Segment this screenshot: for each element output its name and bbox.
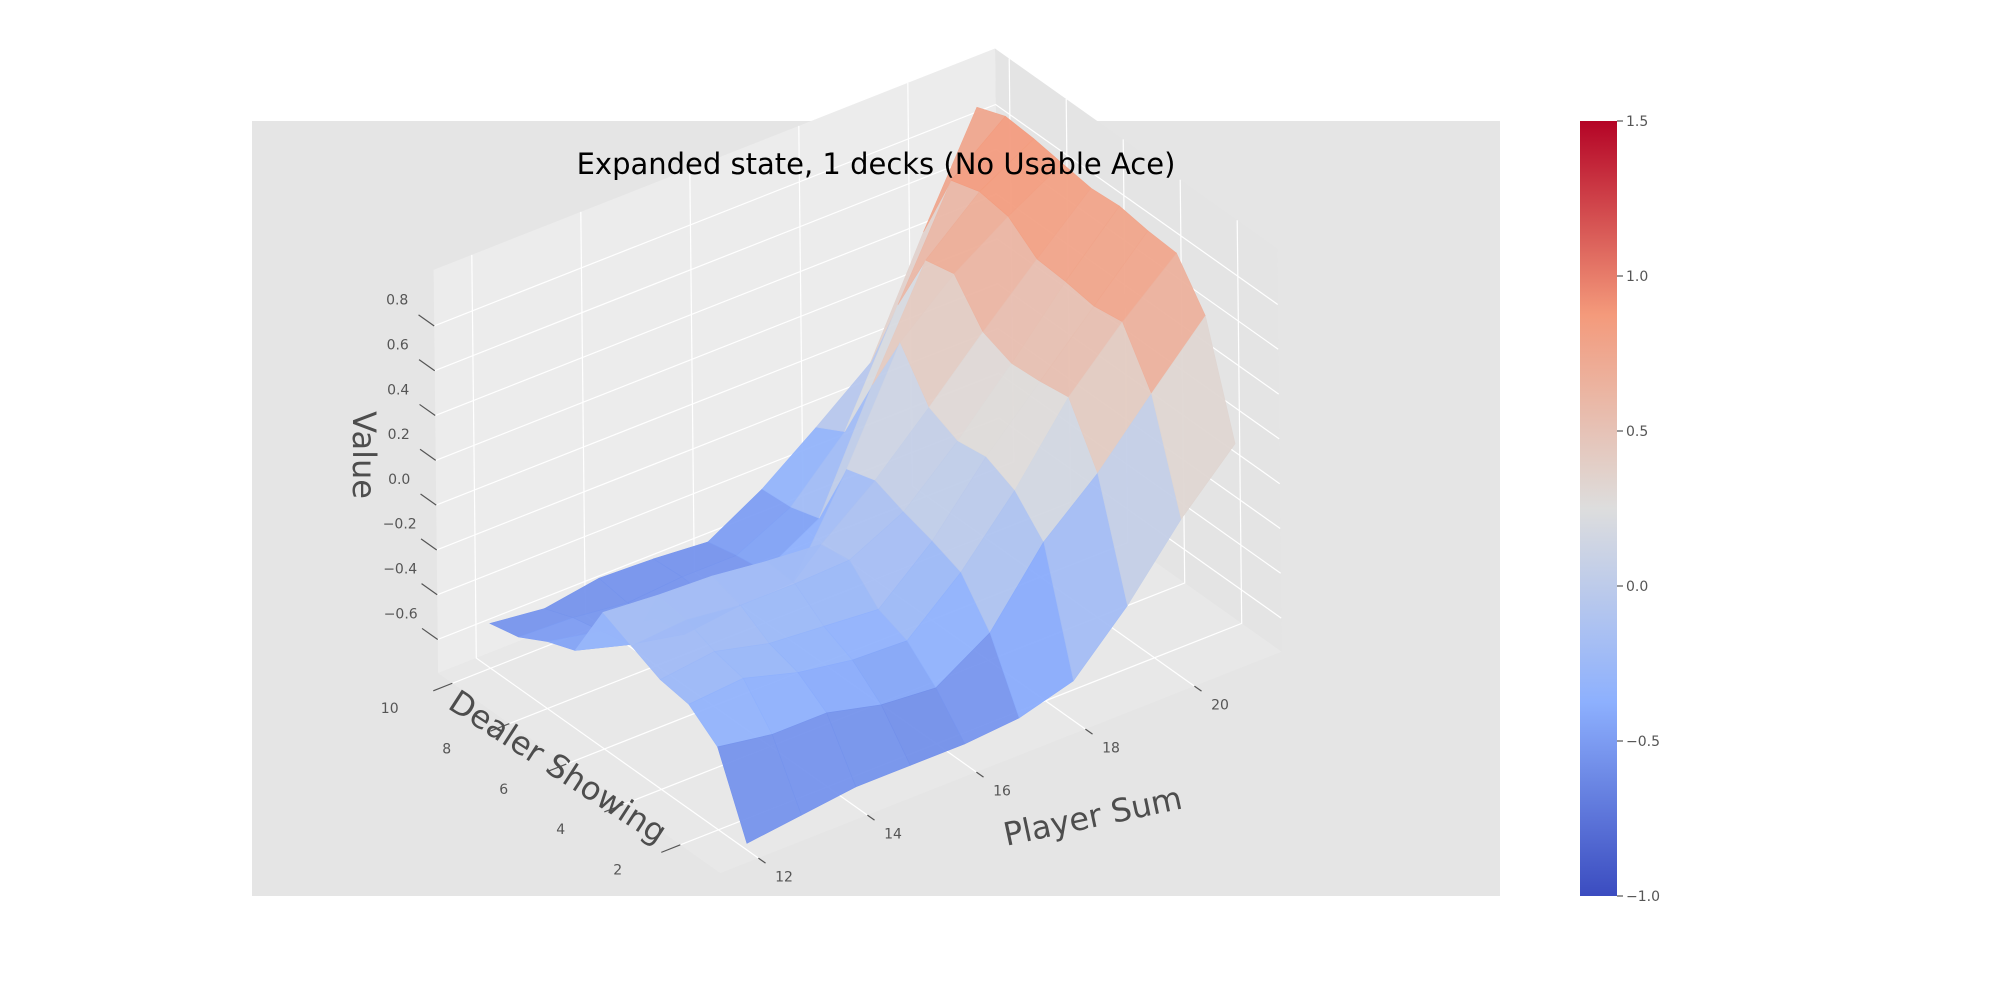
x-tick-label: 16 <box>993 783 1011 799</box>
z-tick-label: 0.8 <box>386 293 408 309</box>
x-tick-mark <box>1194 685 1202 692</box>
z-tick-label: −0.4 <box>383 562 417 578</box>
z-tick-label: 0.2 <box>388 427 410 443</box>
z-tick-label: 0.6 <box>387 338 409 354</box>
x-tick-mark <box>1085 728 1093 735</box>
value-surface <box>489 106 1236 844</box>
z-axis-label: Value <box>345 411 383 499</box>
x-gridline <box>471 254 759 859</box>
z-tick-mark <box>421 627 439 641</box>
x-tick-label: 18 <box>1102 740 1120 756</box>
z-tick-label: 0.4 <box>387 382 409 398</box>
colorbar-ticks: −1.0 −0.5 0.0 0.5 1.0 1.5 <box>1617 114 1660 905</box>
x-tick-label: 12 <box>775 869 793 885</box>
y-tick-label: 8 <box>442 741 451 757</box>
y-tick-label: 4 <box>556 822 565 838</box>
x-tick-mark <box>758 857 766 864</box>
colorbar-tick-label: 1.0 <box>1626 269 1648 285</box>
surface-patch <box>1151 315 1236 520</box>
colorbar-tick-label: −0.5 <box>1626 734 1660 750</box>
colorbar-tick-label: 0.0 <box>1626 579 1648 595</box>
z-tick-mark <box>419 448 437 461</box>
x-tick-label: 20 <box>1211 697 1229 713</box>
y-tick-mark <box>433 682 453 692</box>
y-tick-mark <box>490 723 510 732</box>
back-pane <box>433 48 1000 674</box>
z-tick-mark <box>421 583 438 596</box>
z-tick-mark <box>419 403 436 417</box>
y-tick-mark <box>547 763 567 773</box>
y-tick-mark <box>661 844 681 853</box>
colorbar: −1.0 −0.5 0.0 0.5 1.0 1.5 <box>1580 114 1660 905</box>
x-tick-label: 14 <box>884 826 902 842</box>
z-gridline <box>433 103 1279 327</box>
z-tick-mark <box>420 538 438 551</box>
axis-ticks: 12 14 16 18 20 2 4 6 8 10 −0.6 −0.4 −0.2 0.0 0.2 0.4 0.6… <box>381 293 1229 886</box>
colorbar-tick-label: 1.5 <box>1626 114 1648 130</box>
z-tick-mark <box>420 493 437 506</box>
z-tick-label: −0.6 <box>384 606 418 622</box>
y-tick-label: 2 <box>613 863 622 879</box>
x-tick-mark <box>976 771 984 778</box>
z-tick-label: 0.0 <box>388 472 410 488</box>
x-tick-mark <box>867 814 875 821</box>
y-tick-label: 6 <box>499 782 508 798</box>
z-tick-label: −0.2 <box>383 517 417 533</box>
colorbar-tick-label: −1.0 <box>1626 889 1660 905</box>
z-tick-mark <box>418 359 436 372</box>
y-tick-label: 10 <box>381 701 399 717</box>
chart-title: Expanded state, 1 decks (No Usable Ace) <box>577 147 1176 181</box>
z-tick-mark <box>418 314 435 327</box>
y-tick-mark <box>604 803 624 813</box>
colorbar-tick-label: 0.5 <box>1626 424 1648 440</box>
colorbar-gradient <box>1580 121 1617 896</box>
